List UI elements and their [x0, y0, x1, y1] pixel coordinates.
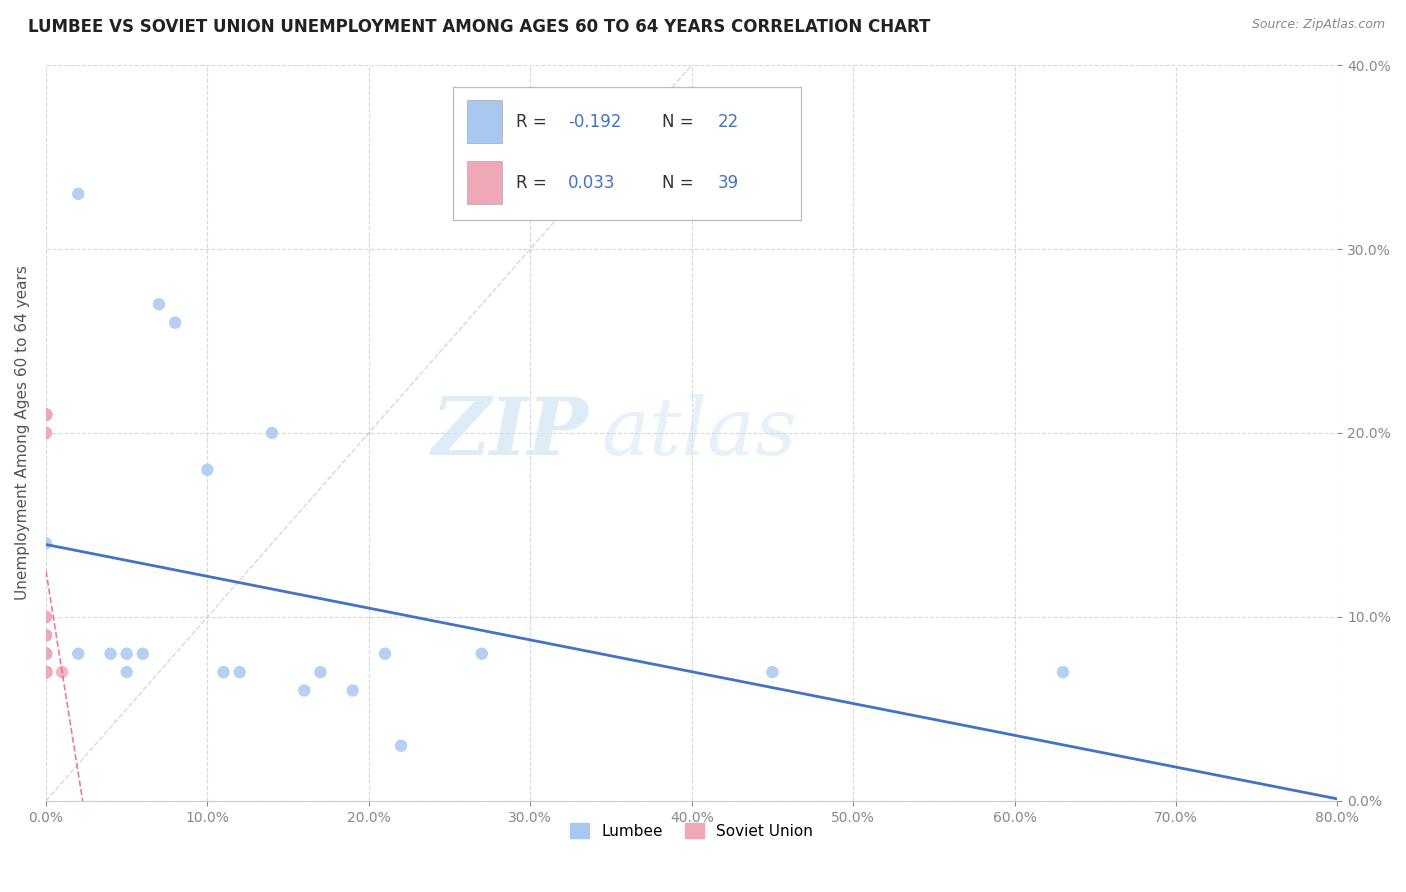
Point — [35, 665, 58, 679]
Point — [35, 665, 58, 679]
Point — [35, 665, 58, 679]
Point — [389, 739, 412, 753]
Point — [35, 647, 58, 661]
Point — [292, 683, 315, 698]
Point — [35, 665, 58, 679]
Point — [35, 665, 58, 679]
Point — [35, 665, 58, 679]
Point — [35, 408, 58, 422]
Point — [35, 665, 58, 679]
Point — [35, 408, 58, 422]
Point — [471, 647, 494, 661]
Point — [165, 316, 187, 330]
Point — [35, 408, 58, 422]
Text: Source: ZipAtlas.com: Source: ZipAtlas.com — [1251, 18, 1385, 31]
Point — [35, 665, 58, 679]
Point — [35, 425, 58, 440]
Point — [35, 408, 58, 422]
Text: atlas: atlas — [602, 394, 797, 472]
Point — [115, 647, 138, 661]
Point — [51, 665, 73, 679]
Point — [35, 647, 58, 661]
Text: ZIP: ZIP — [432, 394, 588, 472]
Point — [115, 665, 138, 679]
Point — [35, 408, 58, 422]
Point — [1052, 665, 1074, 679]
Point — [197, 463, 219, 477]
Point — [35, 665, 58, 679]
Point — [35, 647, 58, 661]
Point — [35, 408, 58, 422]
Point — [35, 628, 58, 642]
Point — [761, 665, 783, 679]
Point — [35, 665, 58, 679]
Point — [35, 665, 58, 679]
Point — [342, 683, 364, 698]
Point — [35, 665, 58, 679]
Point — [132, 647, 155, 661]
Point — [67, 647, 90, 661]
Point — [228, 665, 250, 679]
Point — [35, 408, 58, 422]
Point — [67, 186, 90, 201]
Point — [35, 647, 58, 661]
Point — [35, 665, 58, 679]
Point — [35, 536, 58, 550]
Point — [35, 628, 58, 642]
Point — [35, 610, 58, 624]
Point — [35, 665, 58, 679]
Point — [35, 665, 58, 679]
Point — [260, 425, 283, 440]
Point — [35, 408, 58, 422]
Point — [35, 628, 58, 642]
Point — [148, 297, 170, 311]
Text: LUMBEE VS SOVIET UNION UNEMPLOYMENT AMONG AGES 60 TO 64 YEARS CORRELATION CHART: LUMBEE VS SOVIET UNION UNEMPLOYMENT AMON… — [28, 18, 931, 36]
Legend: Lumbee, Soviet Union: Lumbee, Soviet Union — [564, 816, 820, 845]
Point — [35, 647, 58, 661]
Point — [35, 610, 58, 624]
Point — [35, 408, 58, 422]
Point — [35, 408, 58, 422]
Point — [100, 647, 122, 661]
Y-axis label: Unemployment Among Ages 60 to 64 years: Unemployment Among Ages 60 to 64 years — [15, 266, 30, 600]
Point — [212, 665, 235, 679]
Point — [35, 408, 58, 422]
Point — [35, 425, 58, 440]
Point — [309, 665, 332, 679]
Point — [35, 408, 58, 422]
Point — [374, 647, 396, 661]
